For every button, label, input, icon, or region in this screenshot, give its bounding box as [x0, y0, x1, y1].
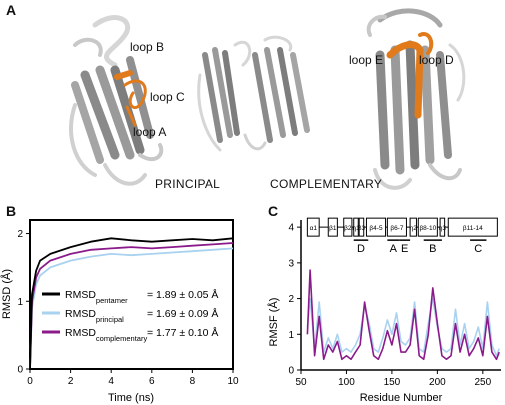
rmsd-x-tick-label: 8: [190, 376, 196, 387]
rmsf-y-tick-label: 3: [288, 258, 294, 269]
topology-label: η1: [352, 225, 360, 232]
rmsf-series-complementary: [306, 269, 500, 361]
topology-label: β8-10: [419, 225, 436, 232]
rmsd-x-tick-label: 2: [68, 376, 74, 387]
topology-box: [365, 217, 387, 237]
topology-box: [306, 217, 320, 237]
loop-d-label: loop D: [419, 53, 454, 67]
loop-e-label: loop E: [349, 53, 384, 67]
rmsd-series-pentamer: [29, 237, 234, 370]
loop-b-label: loop B: [130, 40, 165, 54]
rmsf-x-tick-label: 50: [295, 377, 307, 388]
topology-label: β4-5: [369, 225, 383, 232]
legend-value-complementary: = 1.77 ± 0.10 Å: [147, 326, 218, 339]
legend-label-complementary: RMSDcomplementary: [65, 327, 147, 343]
loop-label-e: E: [401, 243, 408, 255]
rmsd-series-complementary: [29, 242, 234, 370]
topology-label: β1: [329, 225, 337, 232]
rmsf-y-tick-label: 0: [288, 366, 294, 377]
rmsd-y-tick-label: 1: [17, 297, 23, 308]
loop-label-a: A: [390, 243, 398, 255]
topology-label: η2: [410, 225, 418, 232]
topology-label: α1: [310, 225, 318, 232]
loop-label-b: B: [429, 243, 436, 255]
rmsf-x-tick-label: 250: [474, 377, 491, 388]
pentamer-interface-structure: [197, 35, 310, 152]
topology-box: [417, 217, 438, 237]
topology-label: β3: [358, 225, 366, 232]
rmsf-x-axis-label: Residue Number: [360, 392, 443, 404]
rmsf-y-axis-label: RMSF (Å): [267, 298, 280, 347]
rmsd-chart: 0 2 4 6 8 10 0 1 2 RMSDpentamer = 1.89 ± 0.05 Å RM…: [0, 219, 239, 404]
topology-box: [353, 217, 359, 237]
loop-a-label: loop A: [133, 125, 167, 139]
rmsf-series-principal: [306, 297, 500, 357]
complementary-subunit-structure: [366, 8, 466, 190]
loop-c-label: loop C: [150, 90, 185, 104]
panel-a-letter: A: [6, 2, 17, 18]
rmsf-x-tick-label: 100: [338, 377, 355, 388]
panel-c-letter: C: [268, 203, 279, 219]
rmsd-x-axis-label: Time (ns): [108, 392, 154, 404]
rmsd-x-tick-label: 10: [227, 376, 239, 387]
topology-box: [439, 217, 446, 237]
topology-label: η3: [439, 225, 447, 232]
topology-label: β11-14: [463, 225, 483, 232]
topology-box: [386, 217, 407, 237]
loop-label-d: D: [357, 243, 365, 255]
rmsf-x-tick-label: 150: [384, 377, 401, 388]
panel-b-letter: B: [6, 203, 17, 219]
rmsf-x-tick-label: 200: [429, 377, 446, 388]
rmsf-y-tick-label: 4: [288, 223, 294, 234]
rmsf-y-tick-label: 1: [288, 330, 294, 341]
topology-box: [447, 217, 498, 237]
topology-box: [358, 217, 365, 237]
rmsd-y-axis-label: RMSD (Å): [0, 269, 13, 319]
rmsd-x-tick-label: 6: [149, 376, 155, 387]
rmsd-y-tick-label: 2: [17, 229, 23, 240]
rmsf-y-tick-label: 2: [288, 294, 294, 305]
rmsd-y-tick-label: 0: [17, 365, 23, 376]
rmsd-series-principal: [29, 247, 234, 370]
topology-box: [409, 217, 417, 237]
principal-subunit-structure: [69, 15, 164, 186]
topology-box: [343, 217, 353, 237]
rmsd-plot-frame: [29, 219, 234, 370]
topology-box: [327, 217, 338, 237]
principal-caption: PRINCIPAL: [155, 177, 221, 191]
loop-label-c: C: [474, 243, 482, 255]
legend-label-principal: RMSDprincipal: [65, 308, 124, 324]
topology-label: β6-7: [390, 225, 404, 232]
legend-value-principal: = 1.69 ± 0.09 Å: [147, 307, 218, 320]
topology-label: β2: [344, 225, 352, 232]
rmsd-x-tick-label: 0: [27, 376, 33, 387]
legend-value-pentamer: = 1.89 ± 0.05 Å: [147, 288, 218, 301]
rmsd-x-tick-label: 4: [108, 376, 114, 387]
legend-label-pentamer: RMSDpentamer: [65, 289, 128, 305]
complementary-caption: COMPLEMENTARY: [270, 177, 383, 191]
